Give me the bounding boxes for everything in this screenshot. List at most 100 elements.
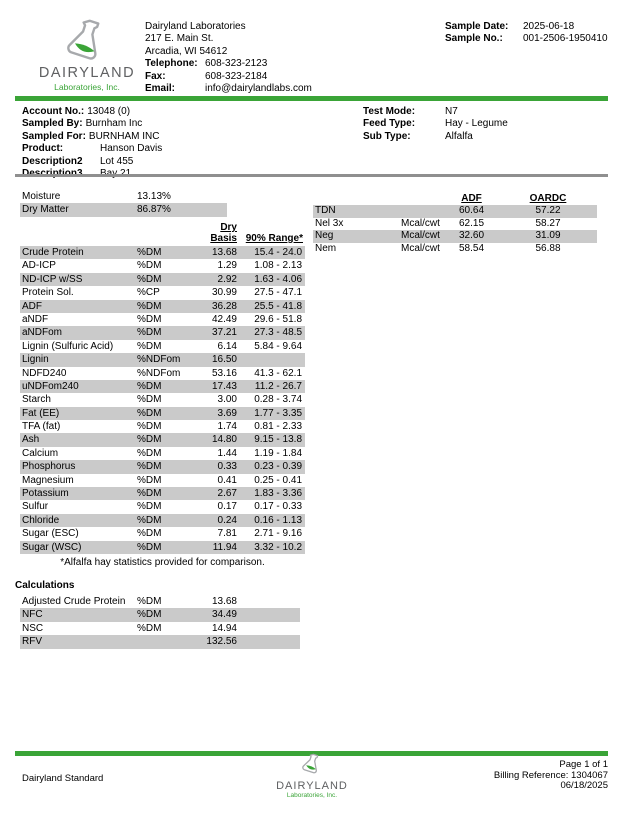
analyte-unit: %NDFom (137, 354, 181, 366)
analyte-name: Phosphorus (22, 461, 76, 473)
analyte-name: Fat (EE) (22, 407, 60, 419)
dry-basis-header: Dry Basis (210, 222, 237, 244)
analyte-name: TFA (fat) (22, 421, 61, 433)
energy-adf-value: 32.60 (458, 230, 485, 242)
analyte-row: ADF %DM 36.28 25.5 - 41.8 (20, 299, 305, 313)
oardc-column-header: OARDC (529, 193, 567, 204)
contact-label: Email: (145, 83, 176, 95)
analyte-dry-basis-value: 14.80 (211, 434, 237, 446)
account-label: Product: (22, 143, 64, 155)
comparison-footnote: *Alfalfa hay statistics provided for com… (60, 557, 265, 568)
analyte-unit: %DM (137, 514, 162, 526)
analyte-dry-basis-value: 0.41 (217, 474, 237, 486)
analyte-range: 11.2 - 26.7 (254, 380, 302, 392)
energy-row: TDN 60.64 57.22 (313, 205, 597, 218)
brand-name: DAIRYLAND (276, 780, 348, 792)
analyte-unit: %DM (137, 501, 162, 513)
analyte-unit: %DM (137, 447, 162, 459)
analyte-unit: %DM (137, 327, 162, 339)
analyte-dry-basis-value: 36.28 (211, 300, 237, 312)
account-label: Test Mode: (363, 106, 416, 117)
analyte-range: 25.5 - 41.8 (254, 300, 302, 312)
sample-info-value: 001-2506-1950410 (523, 33, 608, 45)
calculations-table: Adjusted Crude Protein %DM 13.68 NFC %DM… (20, 595, 300, 649)
analyte-name: aNDF (22, 313, 49, 325)
analyte-range: 0.25 - 0.41 (254, 474, 302, 486)
analyte-range: 9.15 - 13.8 (254, 434, 302, 446)
analyte-range: 27.5 - 47.1 (254, 287, 302, 299)
account-row: Account No.: 13048 (0) (22, 106, 162, 118)
analyte-dry-basis-value: 53.16 (211, 367, 237, 379)
calculation-unit: %DM (137, 622, 162, 634)
lab-address-line1: 217 E. Main St. (145, 33, 214, 45)
analyte-name: Magnesium (22, 474, 74, 486)
analyte-unit: %DM (137, 528, 162, 540)
range-header: 90% Range* (245, 233, 303, 244)
report-date: 06/18/2025 (560, 780, 608, 792)
sample-info-label: Sample Date: (445, 21, 509, 32)
main-table-headers: Dry Basis 90% Range* (20, 218, 305, 245)
analyte-name: Starch (22, 394, 51, 406)
analyte-name: Calcium (22, 447, 59, 459)
billing-reference: Billing Reference: 1304067 (493, 769, 608, 781)
header-divider-green (15, 96, 608, 101)
analyte-unit: %DM (137, 488, 162, 500)
account-label: Account No.: (22, 106, 85, 117)
analyte-unit: %DM (137, 541, 162, 553)
analyte-range: 1.08 - 2.13 (254, 260, 302, 272)
energy-table: ADF OARDC TDN 60.64 57.22 Nel 3x Mcal/cw… (313, 192, 597, 256)
account-value: Hay - Legume (445, 118, 508, 130)
analyte-unit: %DM (137, 260, 162, 272)
analyte-dry-basis-value: 1.74 (217, 421, 237, 433)
calculation-name: Adjusted Crude Protein (22, 596, 126, 607)
account-label: Sampled By: (22, 118, 83, 130)
analyte-row: Sugar (WSC) %DM 11.94 3.32 - 10.2 (20, 540, 305, 554)
account-row: Product: Hanson Davis (22, 143, 162, 155)
energy-adf-value: 58.54 (458, 243, 485, 255)
analyte-dry-basis-value: 30.99 (211, 287, 237, 299)
analyte-unit: %DM (137, 313, 162, 325)
account-value: Alfalfa (445, 130, 473, 142)
analyte-dry-basis-value: 1.44 (217, 447, 237, 459)
moisture-label: Moisture (22, 191, 61, 202)
account-value: Lot 455 (100, 155, 134, 167)
analyte-range: 15.4 - 24.0 (254, 247, 302, 258)
analyte-name: Sugar (ESC) (22, 528, 79, 540)
analyte-range: 2.71 - 9.16 (254, 528, 302, 540)
analyte-unit: %DM (137, 461, 162, 473)
analyte-name: Protein Sol. (22, 287, 74, 299)
analyte-dry-basis-value: 3.69 (217, 407, 237, 419)
analyte-row: Lignin %NDFom 16.50 (20, 353, 305, 367)
energy-name: Nem (315, 243, 337, 255)
account-details-right: Test Mode: N7 Feed Type: Hay - Legume Sub … (363, 106, 508, 143)
analyte-name: ADF (22, 300, 42, 312)
analyte-name: Lignin (22, 354, 49, 366)
analyte-range: 1.19 - 1.84 (254, 447, 302, 459)
analyte-dry-basis-value: 11.94 (212, 541, 237, 553)
calculation-value: 34.49 (211, 609, 237, 621)
sample-info-row: Sample No.: 001-2506-1950410 (445, 33, 608, 45)
analyte-unit: %DM (137, 421, 162, 433)
moisture-value: 86.87% (137, 204, 171, 216)
account-row: Test Mode: N7 (363, 106, 508, 118)
analyte-dry-basis-value: 7.81 (217, 528, 237, 540)
account-label: Feed Type: (363, 118, 416, 130)
calculation-value: 14.94 (211, 622, 237, 634)
section-divider-gray (15, 174, 608, 177)
analyte-name: AD-ICP (22, 260, 56, 272)
energy-adf-value: 60.64 (458, 205, 485, 216)
sample-info-label: Sample No.: (445, 33, 503, 45)
analyte-name: Potassium (22, 488, 69, 500)
calculation-row: NSC %DM 14.94 (20, 622, 300, 635)
page-number: Page 1 of 1 (559, 759, 608, 770)
account-value: Bay 21 (100, 168, 131, 179)
analyte-row: Magnesium %DM 0.41 0.25 - 0.41 (20, 474, 305, 487)
energy-row: Nem Mcal/cwt 58.54 56.88 (313, 243, 597, 256)
analyte-dry-basis-value: 0.17 (217, 501, 237, 513)
account-value: BURNHAM INC (88, 130, 160, 142)
analyte-dry-basis-value: 1.29 (217, 260, 237, 272)
calculations-title: Calculations (15, 580, 75, 591)
energy-unit: Mcal/cwt (401, 230, 440, 242)
brand-subtitle: Laboratories, Inc. (286, 792, 338, 799)
